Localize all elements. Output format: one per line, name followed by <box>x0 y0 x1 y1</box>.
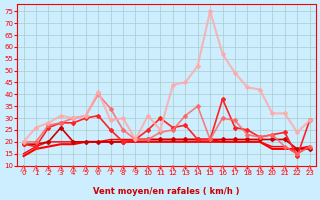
X-axis label: Vent moyen/en rafales ( km/h ): Vent moyen/en rafales ( km/h ) <box>93 187 240 196</box>
